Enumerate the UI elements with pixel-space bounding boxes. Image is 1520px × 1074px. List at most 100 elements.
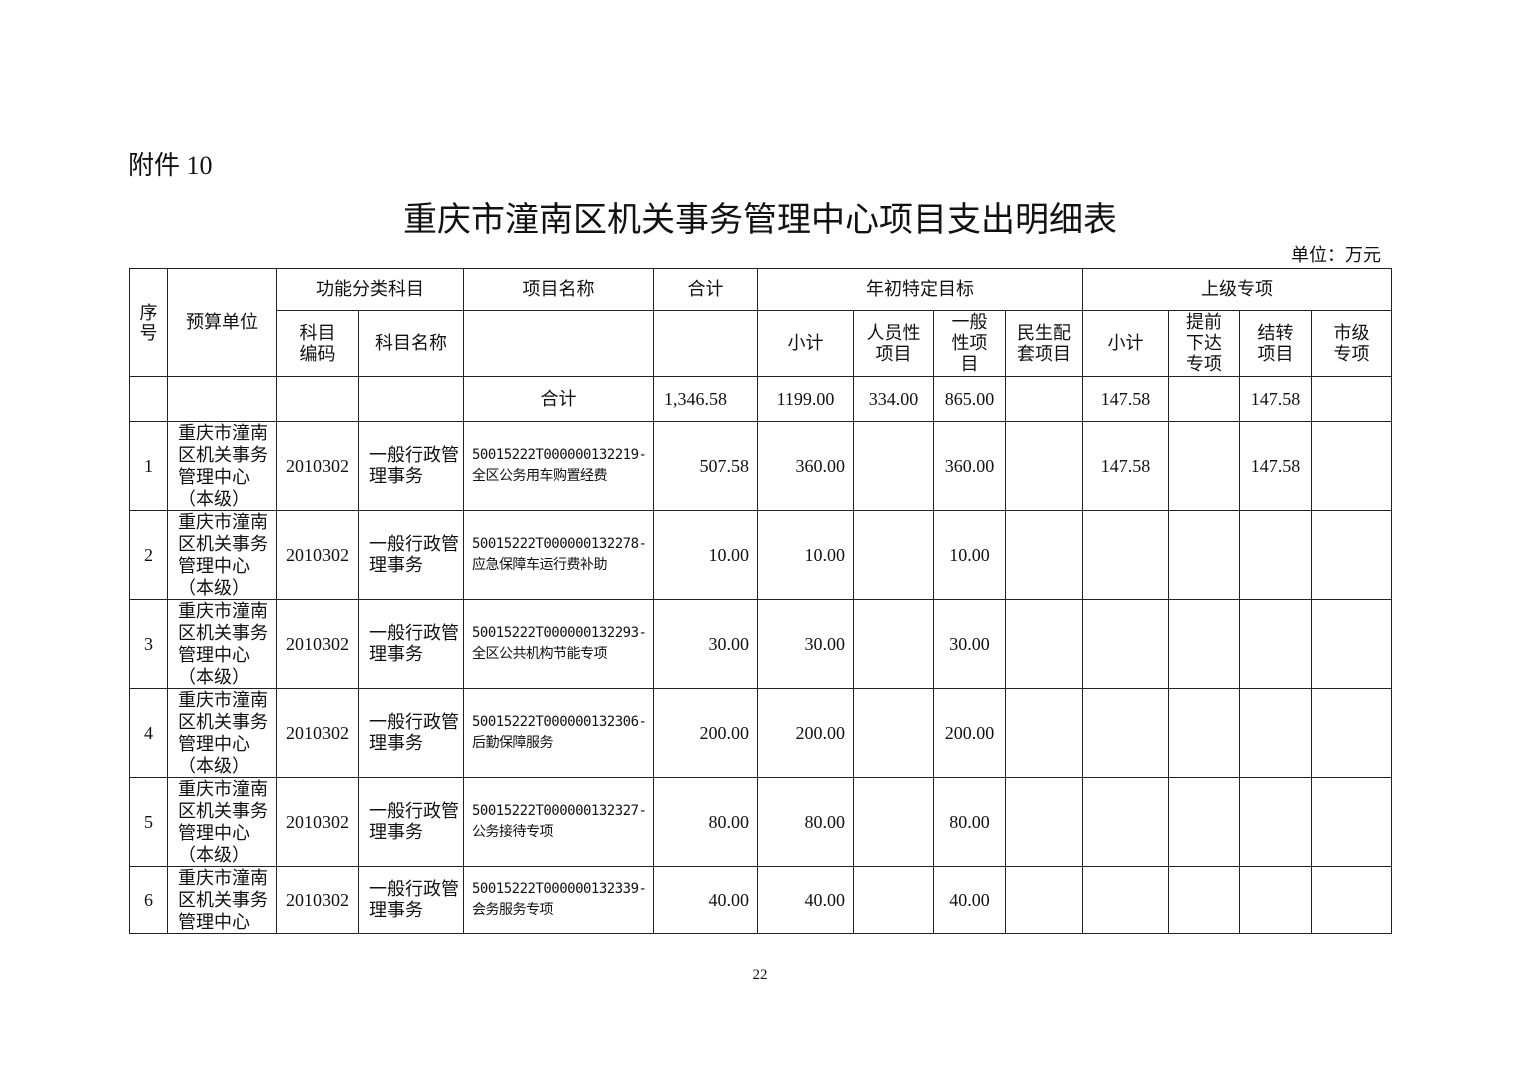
cell-municipal bbox=[1311, 510, 1392, 600]
cell-advance bbox=[1168, 777, 1240, 867]
cell-general: 80.00 bbox=[933, 777, 1006, 867]
cell-advance bbox=[1168, 510, 1240, 600]
header-subject-name: 科目名称 bbox=[358, 310, 464, 377]
cell-sup-subtotal bbox=[1082, 777, 1169, 867]
table-row: 6 重庆市潼南区机关事务管理中心 2010302 一般行政管理事务 50015222T0… bbox=[129, 866, 1392, 934]
cell-seq: 4 bbox=[129, 688, 168, 778]
total-general: 865.00 bbox=[933, 376, 1006, 422]
cell-personnel bbox=[853, 866, 934, 934]
table-row: 1 重庆市潼南区机关事务管理中心（本级） 2010302 一般行政管理事务 500152… bbox=[129, 421, 1392, 511]
cell-sup-subtotal bbox=[1082, 688, 1169, 778]
cell-target-subtotal: 360.00 bbox=[757, 421, 854, 511]
cell-general: 30.00 bbox=[933, 599, 1006, 689]
header-project-name: 项目名称 bbox=[463, 268, 654, 311]
cell-target-subtotal: 10.00 bbox=[757, 510, 854, 600]
document-title: 重庆市潼南区机关事务管理中心项目支出明细表 bbox=[403, 200, 1117, 240]
cell-subject: 一般行政管理事务 bbox=[358, 688, 464, 778]
cell-subject: 一般行政管理事务 bbox=[358, 777, 464, 867]
cell-unit: 重庆市潼南区机关事务管理中心 bbox=[167, 866, 277, 934]
cell-advance bbox=[1168, 599, 1240, 689]
attachment-label: 附件 10 bbox=[128, 151, 213, 180]
cell-personnel bbox=[853, 510, 934, 600]
header-sup-subtotal: 小计 bbox=[1082, 310, 1169, 377]
cell-general: 200.00 bbox=[933, 688, 1006, 778]
cell-seq: 2 bbox=[129, 510, 168, 600]
total-target-subtotal: 1199.00 bbox=[757, 376, 854, 422]
cell-sup-subtotal bbox=[1082, 866, 1169, 934]
cell-code: 2010302 bbox=[276, 421, 359, 511]
cell-total: 10.00 bbox=[653, 510, 758, 600]
cell-subject: 一般行政管理事务 bbox=[358, 421, 464, 511]
cell bbox=[167, 376, 277, 422]
cell-livelihood bbox=[1005, 599, 1083, 689]
cell-target-subtotal: 40.00 bbox=[757, 866, 854, 934]
header-budget-unit: 预算单位 bbox=[167, 268, 277, 377]
cell-total: 40.00 bbox=[653, 866, 758, 934]
cell-target-subtotal: 200.00 bbox=[757, 688, 854, 778]
header-annual-target: 年初特定目标 bbox=[757, 268, 1083, 311]
cell-total: 30.00 bbox=[653, 599, 758, 689]
header-func-class: 功能分类科目 bbox=[276, 268, 464, 311]
header-total: 合计 bbox=[653, 268, 758, 311]
cell-personnel bbox=[853, 599, 934, 689]
cell-project: 50015222T000000132327-公务接待专项 bbox=[463, 777, 654, 867]
cell-unit: 重庆市潼南区机关事务管理中心（本级） bbox=[167, 777, 277, 867]
cell-general: 360.00 bbox=[933, 421, 1006, 511]
cell-livelihood bbox=[1005, 421, 1083, 511]
header-seq: 序号 bbox=[129, 268, 168, 377]
cell-livelihood bbox=[1005, 688, 1083, 778]
page-number: 22 bbox=[752, 967, 768, 983]
total-row: 合计 1,346.58 1199.00 334.00 865.00 147.58… bbox=[129, 376, 1392, 422]
cell-livelihood bbox=[1005, 510, 1083, 600]
cell-total: 507.58 bbox=[653, 421, 758, 511]
total-total: 1,346.58 bbox=[653, 376, 758, 422]
cell-sup-subtotal bbox=[1082, 599, 1169, 689]
header-target-subtotal: 小计 bbox=[757, 310, 854, 377]
cell-sup-subtotal bbox=[1082, 510, 1169, 600]
cell-personnel bbox=[853, 777, 934, 867]
cell-project: 50015222T000000132306-后勤保障服务 bbox=[463, 688, 654, 778]
cell-seq: 1 bbox=[129, 421, 168, 511]
header-superior: 上级专项 bbox=[1082, 268, 1392, 311]
cell-personnel bbox=[853, 421, 934, 511]
table-row: 4 重庆市潼南区机关事务管理中心（本级） 2010302 一般行政管理事务 500152… bbox=[129, 688, 1392, 778]
cell bbox=[358, 376, 464, 422]
total-label: 合计 bbox=[463, 376, 654, 422]
cell-subject: 一般行政管理事务 bbox=[358, 510, 464, 600]
table-row: 5 重庆市潼南区机关事务管理中心（本级） 2010302 一般行政管理事务 500152… bbox=[129, 777, 1392, 867]
cell-advance bbox=[1168, 688, 1240, 778]
cell-general: 40.00 bbox=[933, 866, 1006, 934]
cell-unit: 重庆市潼南区机关事务管理中心（本级） bbox=[167, 421, 277, 511]
cell-subject: 一般行政管理事务 bbox=[358, 866, 464, 934]
cell-livelihood bbox=[1005, 777, 1083, 867]
header-advance: 提前下达专项 bbox=[1168, 310, 1240, 377]
cell-livelihood bbox=[1005, 866, 1083, 934]
header-general: 一般性项目 bbox=[933, 310, 1006, 377]
header-livelihood: 民生配套项目 bbox=[1005, 310, 1083, 377]
cell-carryover bbox=[1239, 777, 1312, 867]
cell-project: 50015222T000000132293-全区公共机构节能专项 bbox=[463, 599, 654, 689]
table-row: 3 重庆市潼南区机关事务管理中心（本级） 2010302 一般行政管理事务 500152… bbox=[129, 599, 1392, 689]
cell-seq: 3 bbox=[129, 599, 168, 689]
header-total-blank bbox=[653, 310, 758, 377]
total-advance bbox=[1168, 376, 1240, 422]
cell-advance bbox=[1168, 866, 1240, 934]
header-municipal: 市级专项 bbox=[1311, 310, 1392, 377]
total-livelihood bbox=[1005, 376, 1083, 422]
cell-personnel bbox=[853, 688, 934, 778]
cell-municipal bbox=[1311, 421, 1392, 511]
cell-unit: 重庆市潼南区机关事务管理中心（本级） bbox=[167, 599, 277, 689]
cell-general: 10.00 bbox=[933, 510, 1006, 600]
cell-municipal bbox=[1311, 688, 1392, 778]
cell-municipal bbox=[1311, 866, 1392, 934]
cell-project: 50015222T000000132278-应急保障车运行费补助 bbox=[463, 510, 654, 600]
cell-code: 2010302 bbox=[276, 599, 359, 689]
total-sup-subtotal: 147.58 bbox=[1082, 376, 1169, 422]
total-carryover: 147.58 bbox=[1239, 376, 1312, 422]
header-row-2: 科目编码 科目名称 小计 人员性项目 一般性项目 民生配套项目 小计 提前下达专… bbox=[130, 310, 1392, 377]
header-project-blank bbox=[463, 310, 654, 377]
expenditure-table: 序号 预算单位 功能分类科目 项目名称 合计 年初特定目标 上级专项 科目编码 … bbox=[129, 268, 1392, 934]
cell-municipal bbox=[1311, 599, 1392, 689]
cell-unit: 重庆市潼南区机关事务管理中心（本级） bbox=[167, 688, 277, 778]
unit-label: 单位：万元 bbox=[1291, 245, 1381, 265]
